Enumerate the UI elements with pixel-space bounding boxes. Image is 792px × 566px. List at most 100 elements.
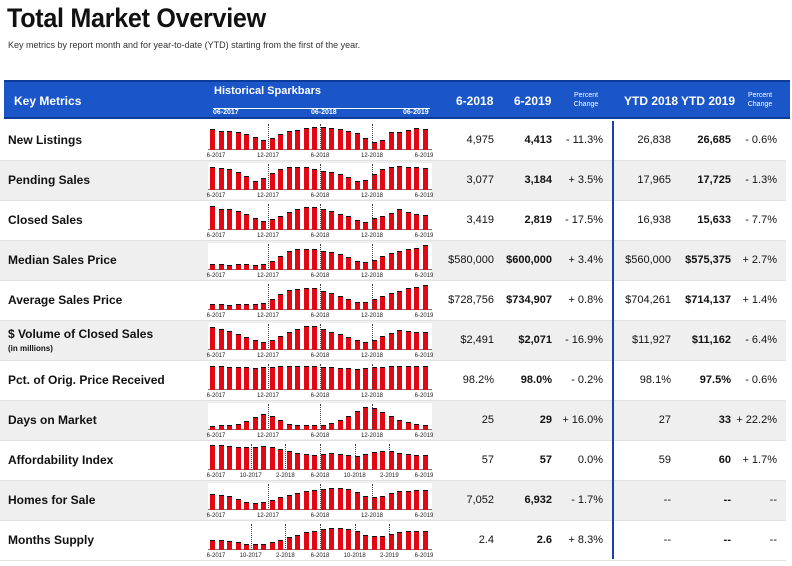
sparkbar [244,304,249,310]
sparkbar [218,304,224,310]
sparkbar [329,251,334,270]
sparkbar [278,168,283,190]
sparkbar [269,339,275,350]
sparkbar [218,494,224,510]
sparkbar-tick-label: 6-2019 [414,513,434,519]
ytd-percent-change: - 0.6% [745,374,777,386]
percent-change: + 3.5% [568,174,603,186]
sparkbar [405,129,411,150]
percent-change: - 0.2% [571,374,603,386]
value-6-2019: 2.6 [536,534,552,546]
sparkbar [354,531,360,550]
sparkbar [363,342,368,350]
header-ytd-2019: YTD 2019 [681,94,736,108]
sparkbar-tick-label: 6-2019 [414,353,434,359]
value-6-2019: $734,907 [506,294,552,306]
sparkbar [346,216,351,230]
value-ytd-2019: 15,633 [697,214,731,226]
sparkbar [269,446,275,470]
sparkbar-tick-label: 6-2017 [206,473,226,479]
value-ytd-2019: -- [723,494,731,506]
sparkbar [388,333,394,350]
sparkbar [312,206,317,230]
sparkbar [388,366,394,390]
sparkbar [371,218,377,230]
value-ytd-2018: 59 [658,454,671,466]
sparkbar-chart: 6-2017 12-2017 6-2018 12-2018 6-2019 [207,243,433,279]
value-ytd-2018: -- [663,494,671,506]
sparkbar-tick-label: 6-2017 [206,313,226,319]
sparkbar-tick-label: 12-2018 [360,513,384,519]
ytd-percent-change: + 1.7% [742,454,777,466]
sparkbar [371,259,377,270]
sparkbar-divider [320,204,321,230]
table-row: Days on Market 6-2017 12-2017 6-2018 12-2018… [0,401,786,441]
sparkbar-divider [285,444,287,470]
sparkbar [388,132,394,150]
sparkbar-tick-label: 6-2019 [414,233,434,239]
sparkbar [218,264,224,270]
sparkbar-tick-label: 6-2018 [310,433,330,439]
sparkbar [303,206,309,230]
sparkbar [405,422,411,430]
sparkbar [218,167,224,190]
sparkbar [261,502,266,510]
sparkbar [320,366,326,390]
sparkbar [346,368,351,390]
sparkbar [397,419,402,430]
sparkbar [252,339,258,350]
sparkbar [218,425,224,430]
sparkbar [363,138,368,150]
sparkbar-tick-label: 6-2019 [414,433,434,439]
sparkbar-tick-label: 6-2017 [206,553,226,559]
sparkbar [210,426,215,430]
sparkbar [235,264,241,270]
sparkbar [269,415,275,430]
sparkbar [286,365,292,390]
sparkbar [218,329,224,350]
sparkbar [380,295,385,310]
sparkbar-tick-label: 10-2017 [239,553,262,559]
sparkbar [405,531,411,550]
sparkbar-divider [320,284,321,310]
sparkbar [380,495,385,510]
sparkbar [252,544,258,550]
sparkbar [363,179,368,190]
sparkbar [286,166,292,190]
value-6-2018: 3,419 [466,214,494,226]
sparkbar [252,180,258,190]
value-ytd-2019: 60 [718,454,731,466]
value-6-2019: 3,184 [524,174,552,186]
sparkbar-tick-label: 10-2018 [343,553,366,559]
sparkbar [210,303,215,310]
sparkbar [218,130,224,150]
sparkbar-divider [268,284,269,310]
sparkbar [278,497,283,510]
sparkbar [397,209,402,230]
sparkbar [252,217,258,230]
sparkbar [414,424,419,430]
ytd-divider [612,121,614,559]
sparkbar [312,454,317,470]
sparkbar [371,174,377,190]
sparkbar [235,171,241,190]
sparkbar [227,540,232,550]
sparkbar [244,263,249,270]
sparkbar [227,424,232,430]
sparkbar-tick-label: 6-2018 [310,153,330,159]
value-ytd-2018: 17,965 [637,174,671,186]
header-6-2019: 6-2019 [514,94,552,108]
sparkbar-tick-label: 12-2017 [256,153,280,159]
sparkbar [414,331,419,350]
sparkbar [388,293,394,310]
sparkbar-divider [268,124,269,150]
value-6-2019: 98.0% [520,374,552,386]
header-ytd-2018: YTD 2018 [624,94,679,108]
sparkbar-divider [320,444,321,470]
header-ytd-percent-change: Percent Change [747,92,773,108]
sparkbar [312,326,317,350]
sparkbar-tick-label: 6-2019 [414,193,434,199]
sparkbar-chart: 6-2017 12-2017 6-2018 12-2018 6-2019 [207,483,434,519]
sparkbar [380,169,385,190]
sparkbar [261,220,266,230]
